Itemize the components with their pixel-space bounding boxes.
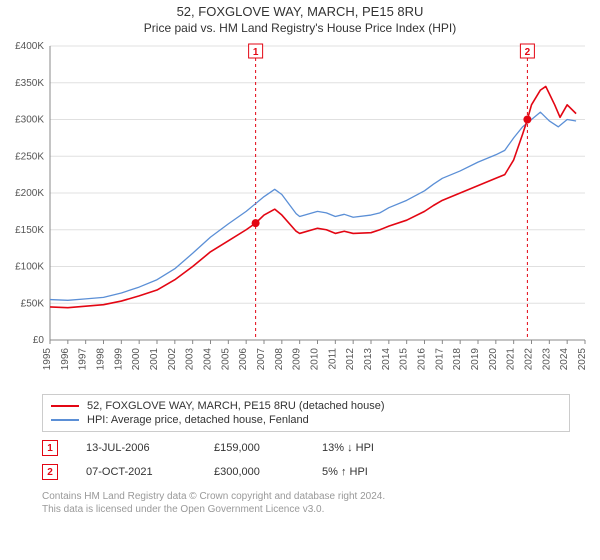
attribution-line: This data is licensed under the Open Gov… (42, 503, 570, 516)
sale-delta: 5% ↑ HPI (322, 466, 368, 478)
sales-table: 1 13-JUL-2006 £159,000 13% ↓ HPI 2 07-OCT-202… (42, 436, 570, 484)
sale-row: 2 07-OCT-2021 £300,000 5% ↑ HPI (42, 460, 570, 484)
svg-text:2009: 2009 (292, 348, 303, 371)
svg-text:£250K: £250K (15, 152, 44, 163)
svg-text:2001: 2001 (149, 348, 160, 371)
svg-text:2007: 2007 (256, 348, 267, 371)
svg-text:2024: 2024 (559, 348, 570, 371)
svg-text:2021: 2021 (506, 348, 517, 371)
legend-swatch (51, 419, 79, 421)
svg-text:£100K: £100K (15, 262, 44, 273)
svg-text:2013: 2013 (363, 348, 374, 371)
svg-text:2023: 2023 (541, 348, 552, 371)
chart-area: £0 £50K £100K £150K £200K £250K £300K £350K £400… (0, 40, 600, 388)
svg-text:2005: 2005 (220, 348, 231, 371)
svg-text:2003: 2003 (185, 348, 196, 371)
svg-text:2000: 2000 (131, 348, 142, 371)
svg-text:1995: 1995 (42, 348, 53, 371)
sale-date: 07-OCT-2021 (86, 466, 186, 478)
svg-text:2018: 2018 (452, 348, 463, 371)
svg-text:2025: 2025 (577, 348, 588, 371)
sale-marker: 2 (42, 464, 58, 480)
svg-text:2006: 2006 (238, 348, 249, 371)
sale-delta: 13% ↓ HPI (322, 442, 374, 454)
svg-text:2012: 2012 (345, 348, 356, 371)
svg-text:2015: 2015 (399, 348, 410, 371)
svg-text:2010: 2010 (310, 348, 321, 371)
svg-text:2020: 2020 (488, 348, 499, 371)
sale-price: £300,000 (214, 466, 294, 478)
svg-text:1997: 1997 (78, 348, 89, 371)
svg-text:1999: 1999 (113, 348, 124, 371)
sale-date: 13-JUL-2006 (86, 442, 186, 454)
svg-text:£50K: £50K (21, 299, 45, 310)
chart-subtitle: Price paid vs. HM Land Registry's House … (0, 21, 600, 41)
svg-text:1998: 1998 (96, 348, 107, 371)
svg-text:2022: 2022 (524, 348, 535, 371)
svg-text:£0: £0 (33, 335, 45, 346)
svg-text:2017: 2017 (434, 348, 445, 371)
price-chart: £0 £50K £100K £150K £200K £250K £300K £350K £400… (0, 40, 600, 388)
sale-price: £159,000 (214, 442, 294, 454)
chart-title: 52, FOXGLOVE WAY, MARCH, PE15 8RU (0, 0, 600, 21)
attribution-line: Contains HM Land Registry data © Crown c… (42, 490, 570, 503)
svg-text:£350K: £350K (15, 78, 44, 89)
legend-item: 52, FOXGLOVE WAY, MARCH, PE15 8RU (detac… (51, 399, 561, 413)
svg-text:2004: 2004 (203, 348, 214, 371)
svg-text:1: 1 (253, 47, 259, 58)
svg-text:2008: 2008 (274, 348, 285, 371)
svg-text:2016: 2016 (417, 348, 428, 371)
svg-text:1996: 1996 (60, 348, 71, 371)
legend-swatch (51, 405, 79, 407)
legend-item: HPI: Average price, detached house, Fenl… (51, 413, 561, 427)
svg-text:£300K: £300K (15, 115, 44, 126)
svg-text:2014: 2014 (381, 348, 392, 371)
legend: 52, FOXGLOVE WAY, MARCH, PE15 8RU (detac… (42, 394, 570, 432)
svg-text:2019: 2019 (470, 348, 481, 371)
svg-text:2: 2 (525, 47, 531, 58)
svg-text:£150K: £150K (15, 225, 44, 236)
svg-text:2011: 2011 (327, 348, 338, 370)
legend-label: HPI: Average price, detached house, Fenl… (87, 414, 309, 426)
sale-row: 1 13-JUL-2006 £159,000 13% ↓ HPI (42, 436, 570, 460)
attribution: Contains HM Land Registry data © Crown c… (42, 490, 570, 516)
sale-marker: 1 (42, 440, 58, 456)
svg-text:£200K: £200K (15, 188, 44, 199)
svg-text:£400K: £400K (15, 41, 44, 52)
legend-label: 52, FOXGLOVE WAY, MARCH, PE15 8RU (detac… (87, 400, 385, 412)
svg-text:2002: 2002 (167, 348, 178, 371)
